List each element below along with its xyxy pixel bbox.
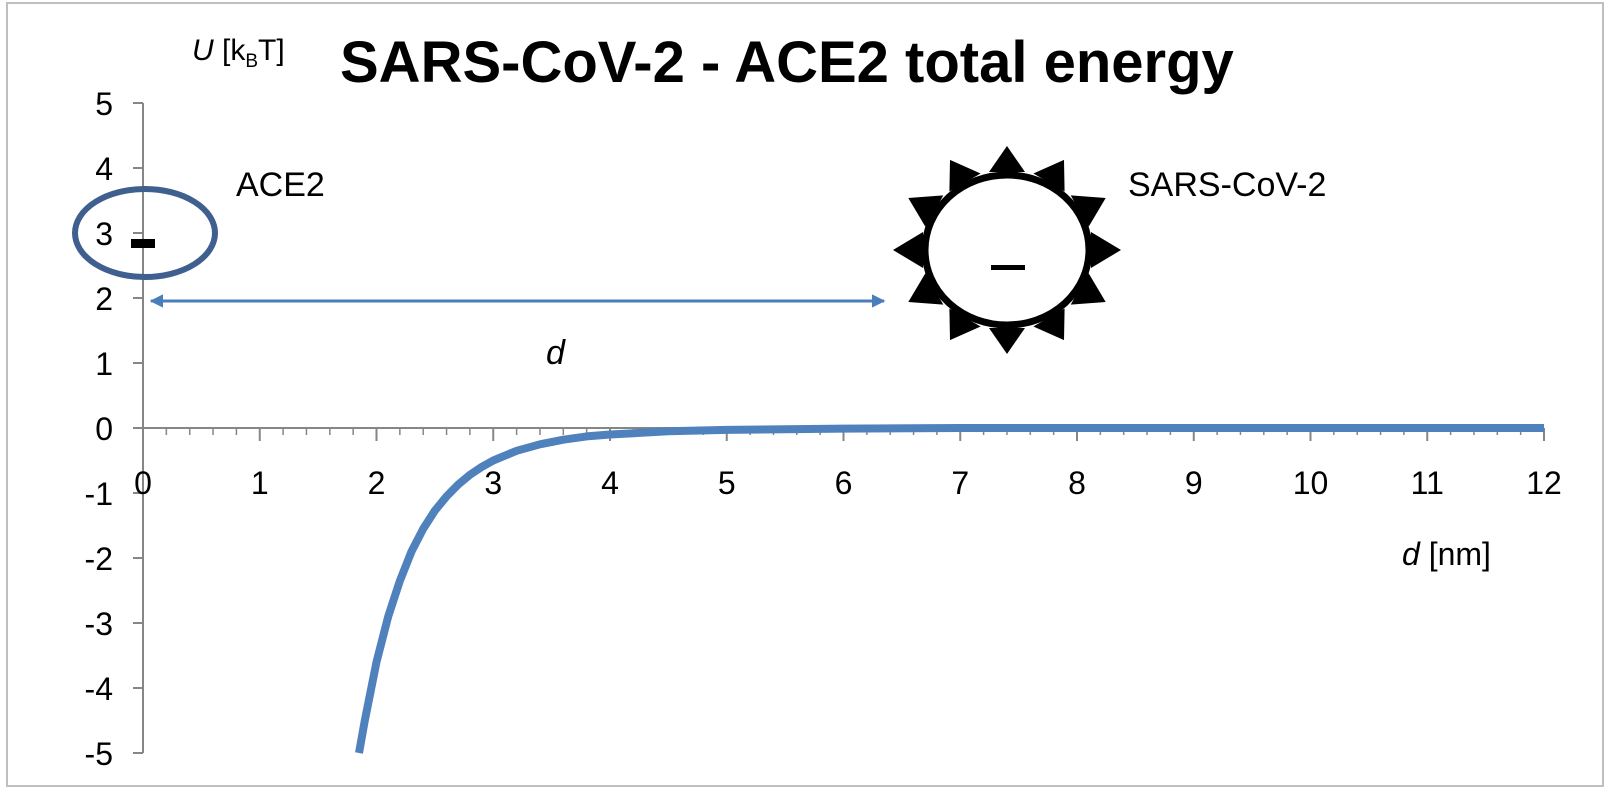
y-tick-label: -4 (85, 671, 113, 707)
x-tick-label: 10 (1293, 465, 1329, 501)
y-tick-label: 2 (95, 281, 113, 317)
y-tick-label: 1 (95, 346, 113, 382)
y-tick-label: 4 (95, 151, 113, 187)
virus-spike (908, 195, 944, 227)
y-axis-unit-sub: B (245, 51, 258, 72)
y-tick-label: 0 (95, 411, 113, 447)
ace2-label: ACE2 (236, 166, 325, 204)
y-tick-label: -2 (85, 541, 113, 577)
virus-spike (949, 159, 981, 192)
x-tick-label: 1 (251, 465, 269, 501)
x-tick-label: 4 (601, 465, 619, 501)
virus-spike (989, 146, 1025, 172)
x-axis-label: d [nm] (1402, 536, 1491, 572)
virus-spike (1033, 159, 1065, 192)
y-tick-label: -3 (85, 606, 113, 642)
sars-cov-2-illustration: SARS-CoV-2 (893, 146, 1326, 354)
virus-spike (1070, 273, 1106, 305)
x-tick-label: 3 (484, 465, 502, 501)
x-tick-label: 6 (835, 465, 853, 501)
y-tick-label: 3 (95, 216, 113, 252)
virus-negative-charge-mark (991, 265, 1025, 270)
y-tick-label: 5 (95, 86, 113, 122)
virus-label: SARS-CoV-2 (1128, 166, 1326, 204)
x-tick-label: 5 (718, 465, 736, 501)
virus-spikes (893, 146, 1121, 354)
energy-curve-line (355, 424, 1544, 754)
ace2-illustration: ACE2 (72, 166, 325, 280)
virus-spike (1070, 195, 1106, 227)
x-axis-unit: [nm] (1420, 536, 1491, 572)
x-axis-symbol: d (1402, 536, 1421, 572)
x-tick-label: 0 (134, 465, 152, 501)
chart-frame (6, 2, 1604, 787)
x-tick-label: 7 (951, 465, 969, 501)
x-tick-label: 12 (1526, 465, 1562, 501)
virus-spike (989, 328, 1025, 354)
y-axis-symbol: U (192, 34, 214, 67)
y-axis-label: U [kBT] (192, 34, 285, 72)
virus-spike (949, 308, 981, 341)
x-tick-label: 9 (1185, 465, 1203, 501)
ace2-ellipse (72, 186, 218, 280)
virus-spike (908, 273, 944, 305)
x-tick-label: 11 (1411, 465, 1444, 501)
y-tick-label: -1 (85, 476, 113, 512)
virus-spike (1091, 232, 1121, 268)
virus-spike (893, 232, 923, 268)
y-axis-ticks: 5 4 3 2 1 0 -1 -2 -3 -4 -5 (85, 86, 143, 772)
x-tick-label: 2 (368, 465, 386, 501)
ace2-negative-charge-mark (131, 239, 155, 248)
chart-title: SARS-CoV-2 - ACE2 total energy (340, 30, 1234, 95)
y-axis-unit-close: T] (258, 34, 285, 67)
virus-spike (1033, 308, 1065, 341)
virus-body (921, 171, 1093, 329)
y-tick-label: -5 (85, 736, 113, 772)
x-tick-label: 8 (1068, 465, 1086, 501)
distance-label: d (546, 334, 566, 372)
y-axis-unit-open: [k (214, 34, 247, 67)
x-axis-ticks: 0 1 2 3 4 5 6 7 8 9 10 11 12 (134, 428, 1562, 501)
